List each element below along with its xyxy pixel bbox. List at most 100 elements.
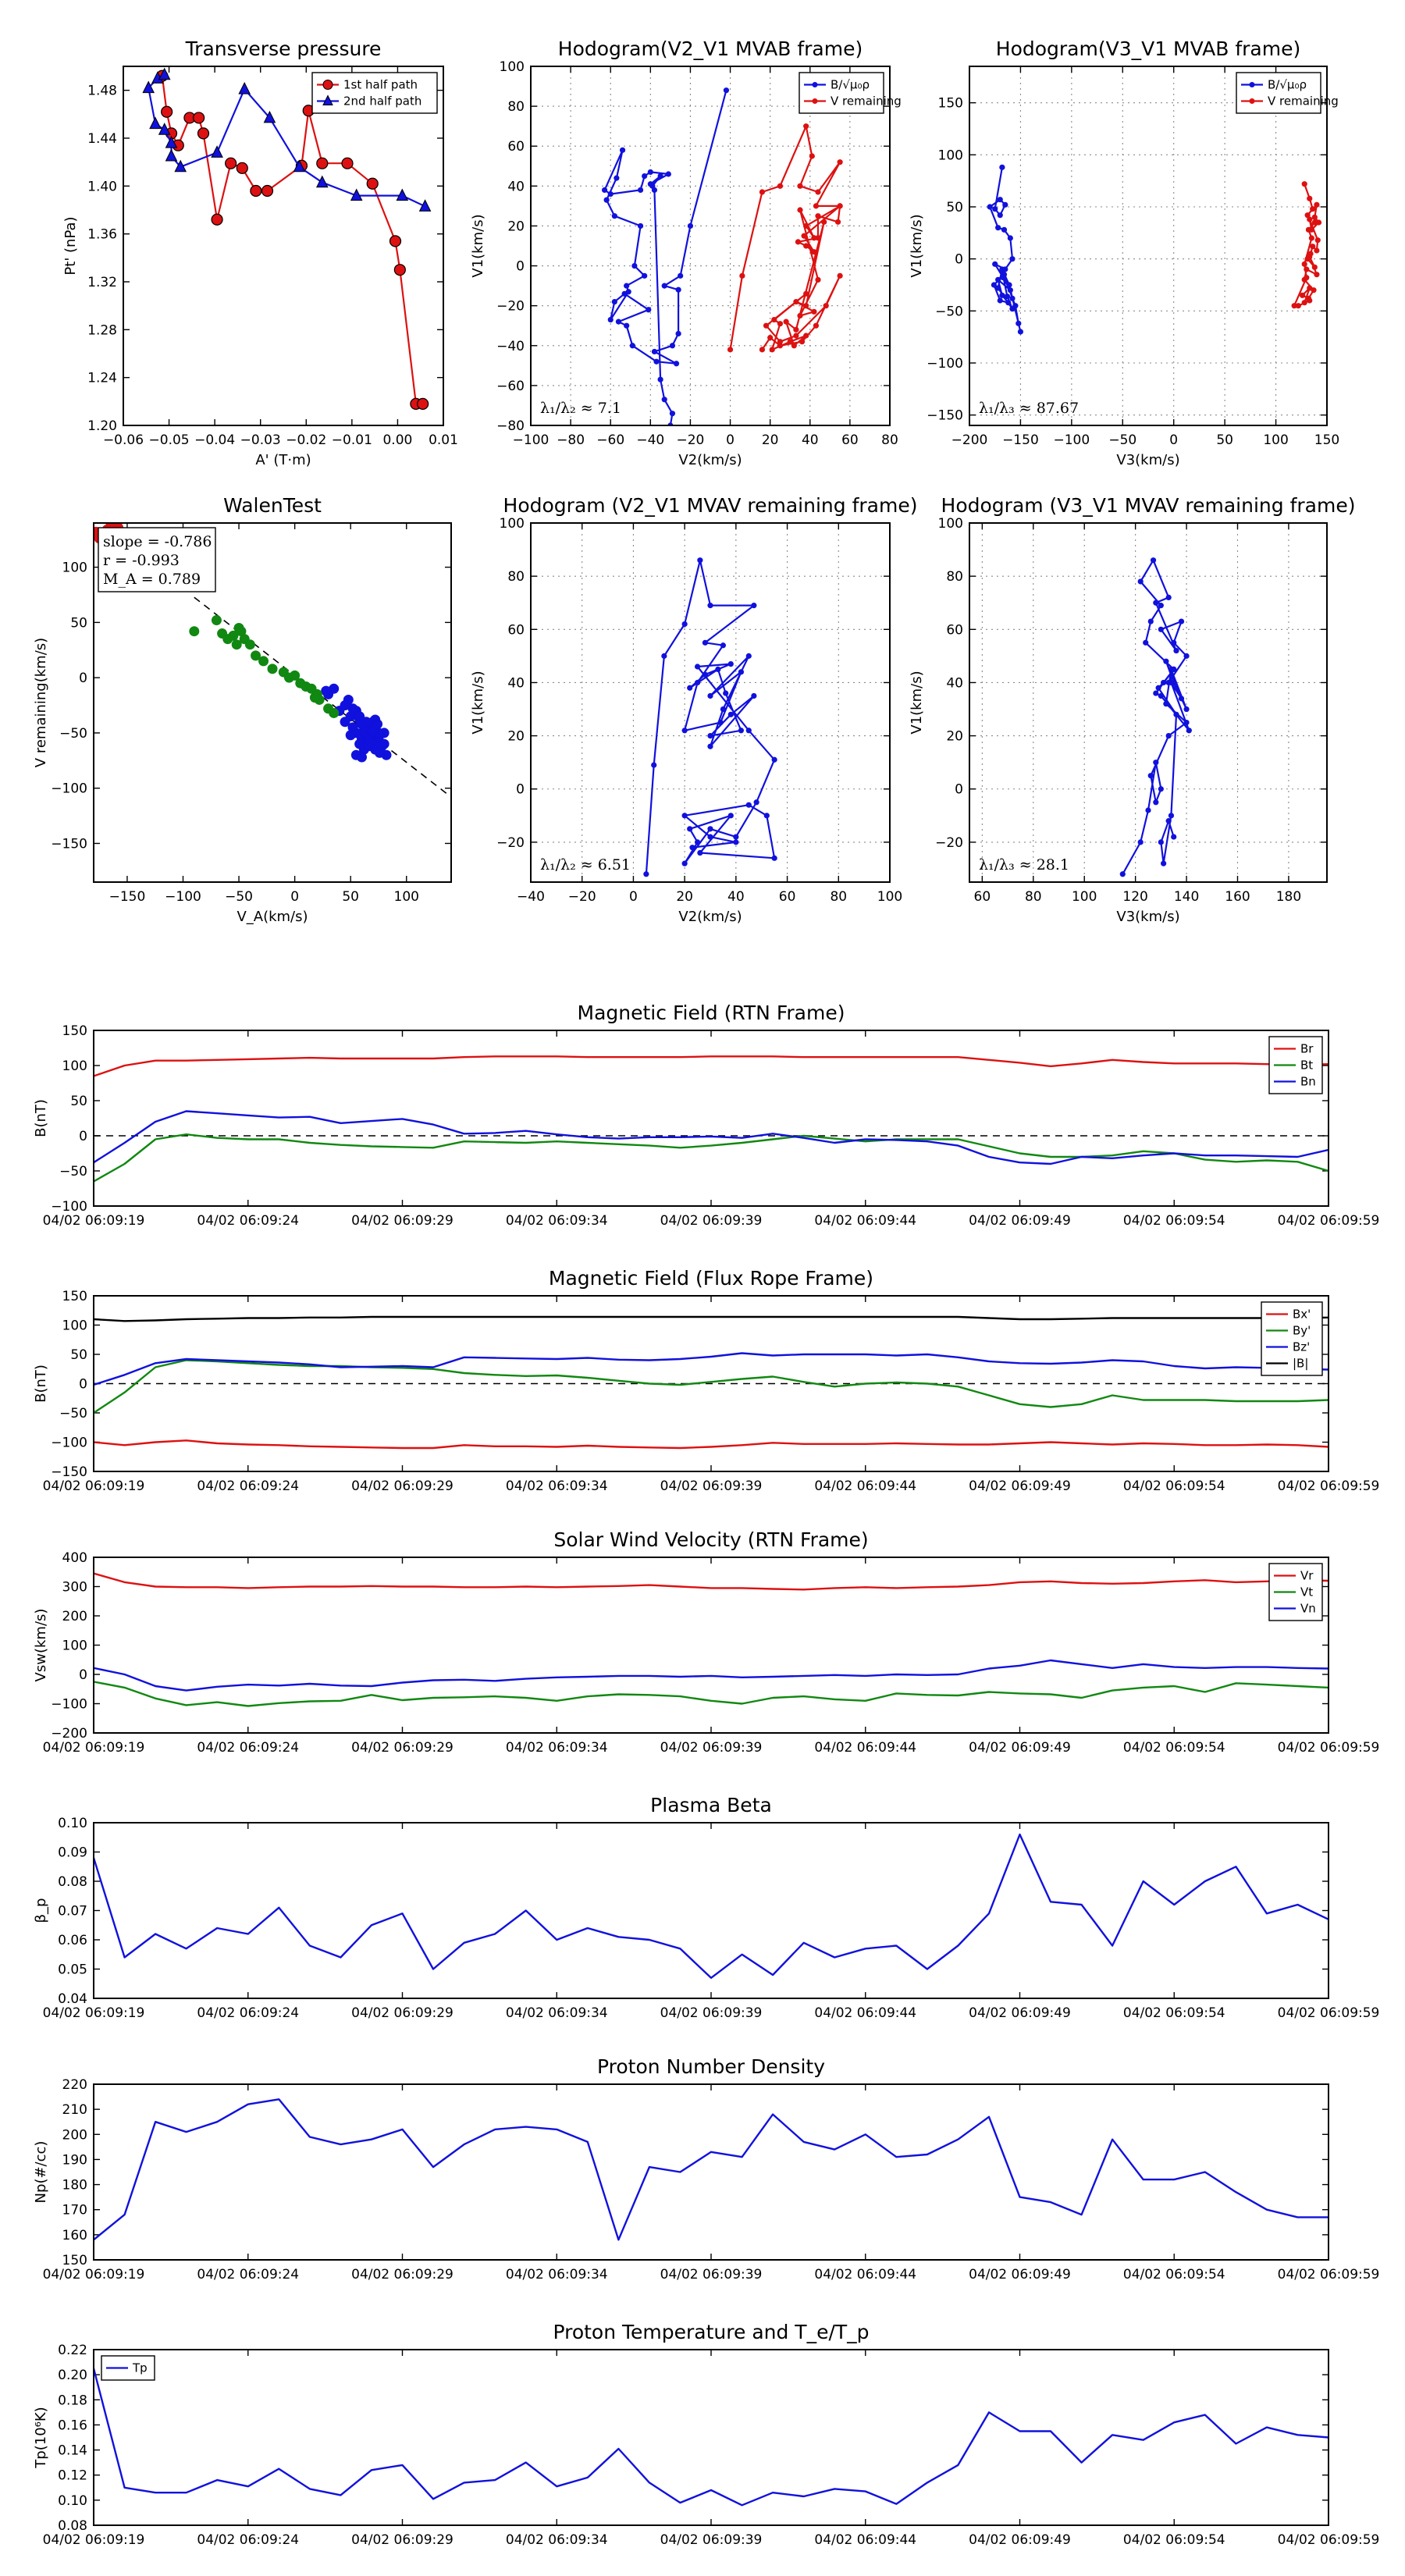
y-tick-label: 160 (62, 2228, 87, 2243)
data-point (1308, 235, 1314, 241)
y-axis-label: Pt' (nPa) (62, 216, 79, 275)
data-point (995, 285, 1001, 291)
x-tick-label: 0.00 (382, 432, 412, 448)
data-point (1304, 275, 1310, 281)
data-point (733, 839, 739, 845)
data-point (340, 700, 350, 711)
plot-frame-border (93, 522, 452, 883)
plot-area (142, 67, 432, 411)
time-tick-label: 04/02 06:09:44 (814, 2532, 916, 2548)
y-tick-label: −50 (59, 726, 87, 742)
data-point (707, 732, 713, 739)
data-point (673, 361, 680, 367)
plot-area (94, 1055, 1329, 1183)
data-point (681, 813, 688, 819)
y-tick-label: 0 (79, 1377, 87, 1393)
legend-entry: B/√μ₀ρ (831, 78, 870, 92)
data-point (1183, 706, 1190, 713)
y-tick-label: 1.24 (87, 371, 117, 386)
x-axis-label: V2(km/s) (678, 909, 742, 925)
data-point (665, 171, 671, 177)
data-point (417, 397, 429, 411)
y-tick-label: −50 (59, 1406, 87, 1421)
y-tick-label: 1.28 (87, 322, 117, 338)
x-tick-label: −0.05 (149, 432, 190, 448)
x-tick-label: −20 (568, 889, 596, 905)
data-point (815, 276, 821, 283)
time-tick-label: 04/02 06:09:54 (1123, 2267, 1225, 2282)
x-tick-label: 50 (342, 889, 359, 905)
x-tick-label: −60 (596, 432, 624, 448)
y-tick-label: 50 (70, 615, 87, 631)
y-tick-label: 0.16 (58, 2418, 87, 2433)
data-point (697, 557, 703, 564)
data-point (795, 239, 802, 245)
data-point (1307, 216, 1313, 222)
legend: Vr Vt Vn (1268, 1563, 1323, 1621)
data-point (1158, 839, 1164, 845)
y-tick-label: −100 (51, 1697, 87, 1713)
data-point (1186, 728, 1192, 734)
legend-entry: Br (1300, 1042, 1314, 1056)
y-tick-label: 0.12 (58, 2468, 87, 2484)
data-point (1304, 212, 1311, 219)
data-point (675, 286, 681, 293)
y-tick-label: 100 (62, 560, 87, 576)
x-tick-label: −150 (1002, 432, 1039, 448)
x-tick-label: 180 (1276, 889, 1301, 905)
time-tick-label: 04/02 06:09:49 (969, 1213, 1071, 1229)
x-tick-label: −40 (636, 432, 664, 448)
x-tick-label: 100 (1072, 889, 1097, 905)
data-point (834, 219, 841, 225)
data-point (231, 639, 242, 650)
x-tick-label: 80 (881, 432, 898, 448)
data-point (642, 272, 648, 279)
data-point (1171, 834, 1177, 840)
y-tick-label: 60 (507, 139, 525, 155)
data-point (396, 188, 409, 201)
x-tick-label: −100 (165, 889, 201, 905)
data-point (787, 339, 793, 345)
data-point (1291, 303, 1297, 309)
data-point (991, 282, 998, 288)
data-point (1311, 214, 1318, 220)
data-point (727, 813, 734, 819)
data-point (1158, 786, 1164, 792)
series-line-By' (94, 1359, 1329, 1414)
plot-frame (969, 66, 1328, 426)
x-tick-label: 60 (974, 889, 991, 905)
time-tick-label: 04/02 06:09:54 (1123, 1740, 1225, 1756)
y-axis-label: Vsw(km/s) (33, 1609, 49, 1682)
series-line-Bz' (94, 1352, 1329, 1386)
data-point (1171, 639, 1177, 646)
data-point (653, 358, 660, 365)
y-tick-label: 180 (62, 2178, 87, 2194)
legend: Tp (101, 2355, 155, 2381)
legend-box (799, 72, 884, 114)
data-point (777, 321, 784, 327)
data-point (657, 376, 663, 382)
chart-h4: Hodogram (V3_V1 MVAV remaining frame) −20… (909, 494, 1355, 925)
plot-frame-border (93, 2349, 1329, 2526)
y-tick-label: 40 (507, 179, 525, 194)
time-tick-label: 04/02 06:09:29 (351, 2532, 454, 2548)
data-point (1002, 201, 1008, 208)
data-point (1301, 181, 1307, 187)
y-tick-label: 170 (62, 2203, 87, 2218)
time-tick-label: 04/02 06:09:24 (197, 1740, 299, 1756)
data-point (738, 669, 745, 675)
data-point (158, 67, 171, 80)
x-tick-label: −0.02 (286, 432, 326, 448)
data-point (799, 339, 806, 345)
chart-ts4: Plasma Beta 0.04 0.05 0.06 0.07 0.08 0.09 0.10 0… (33, 1794, 1379, 2021)
data-point (251, 650, 261, 661)
legend-marker (812, 82, 818, 87)
y-axis-label: V1(km/s) (909, 671, 925, 734)
y-tick-label: 0.09 (58, 1845, 87, 1861)
y-tick-label: 20 (507, 729, 525, 745)
data-point (1314, 247, 1320, 254)
time-tick-label: 04/02 06:09:24 (197, 2005, 299, 2021)
data-point (263, 110, 276, 123)
x-tick-label: −80 (557, 432, 585, 448)
plot-area (643, 557, 777, 877)
